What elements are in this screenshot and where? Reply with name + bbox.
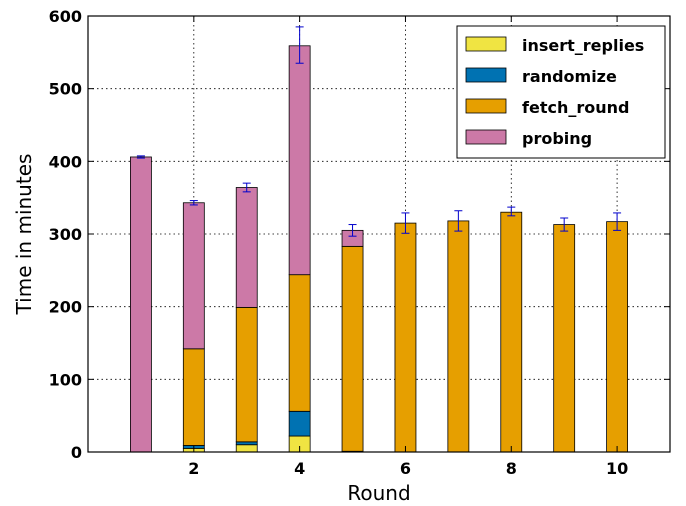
legend-label-randomize: randomize xyxy=(522,67,617,86)
bar-segment-insert_replies xyxy=(235,444,258,453)
legend-label-probing: probing xyxy=(522,129,592,148)
legend-swatch-probing xyxy=(465,129,507,145)
x-axis-title: Round xyxy=(347,481,410,505)
y-tick-label: 300 xyxy=(49,225,82,244)
y-tick-label: 0 xyxy=(71,443,82,462)
y-tick-label: 100 xyxy=(49,370,82,389)
legend-swatch-randomize xyxy=(465,67,507,83)
bar-segment-fetch_round xyxy=(394,222,417,453)
x-tick-label: 4 xyxy=(294,459,305,478)
y-tick-label: 200 xyxy=(49,298,82,317)
x-tick-label: 8 xyxy=(506,459,517,478)
bar-segment-fetch_round xyxy=(606,221,628,453)
error-bars xyxy=(136,26,622,237)
x-tick-label: 2 xyxy=(188,459,199,478)
legend-swatch-insert_replies xyxy=(465,36,507,52)
axis-ticks: 0 100 200 300 400 500 600 2 4 6 8 10 xyxy=(49,7,670,478)
bar-segment-probing xyxy=(130,156,152,453)
bar-segment-probing xyxy=(235,187,258,308)
legend: insert_replies randomize fetch_roundprobin… xyxy=(456,25,666,159)
x-tick-label: 10 xyxy=(606,459,628,478)
bar-segment-fetch_round xyxy=(447,220,470,453)
bar-segment-fetch_round xyxy=(341,245,364,452)
bar-segment-fetch_round xyxy=(500,211,523,453)
bar-segment-fetch_round xyxy=(553,224,576,453)
bar-segment-fetch_round xyxy=(288,274,311,412)
bar-segment-randomize xyxy=(235,441,258,446)
bar-segment-randomize xyxy=(288,410,311,437)
legend-label-fetch_round: fetch_round xyxy=(522,98,629,117)
legend-swatch-fetch_round xyxy=(465,98,507,114)
legend-label-insert_replies: insert_replies xyxy=(522,36,644,55)
y-tick-label: 600 xyxy=(49,7,82,26)
bar-segment-probing xyxy=(288,45,311,276)
bar-segment-probing xyxy=(182,202,205,350)
x-tick-label: 6 xyxy=(400,459,411,478)
bar-segment-fetch_round xyxy=(182,348,205,446)
y-axis-title: Time in minutes xyxy=(12,154,36,316)
y-tick-label: 500 xyxy=(49,80,82,99)
y-tick-label: 400 xyxy=(49,152,82,171)
bar-segment-fetch_round xyxy=(235,306,258,443)
